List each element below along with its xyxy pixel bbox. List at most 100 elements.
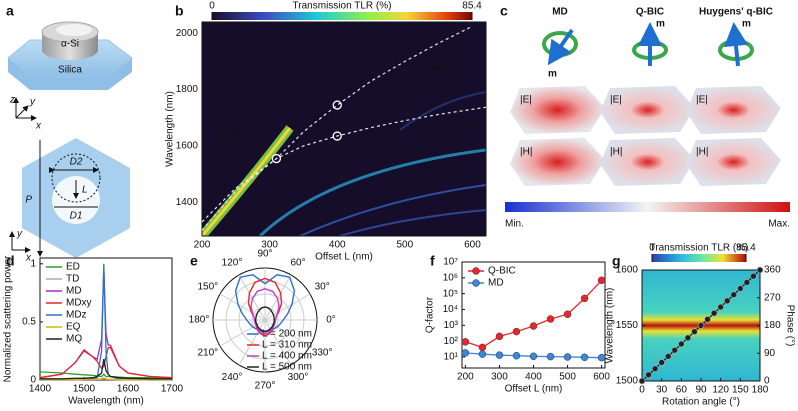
x-tick-label: 1500 [73,384,96,395]
field-map [510,138,605,186]
data-point [756,266,764,274]
pillar-cut [56,24,92,36]
data-point [580,294,589,303]
data-point [684,334,692,342]
resonance-band [339,209,486,236]
colorbar-label: Min. [505,219,524,230]
data-point [478,343,487,352]
y2-axis-label: Phase (°) [784,305,795,347]
curve-label: Q-BIC [420,65,448,76]
y2-tick-label: 180 [764,320,781,331]
x-tick-label: 200 [194,240,211,251]
y-tick-label: 0.5 [22,317,36,328]
angular-grid [238,274,266,321]
colorbar [212,12,472,20]
y-tick-label: 1600 [176,141,199,152]
y-tick-label: 10⁴ [443,304,458,315]
marked-point [332,100,342,110]
data-point [717,303,724,311]
axis-name: y [29,97,36,108]
marked-point [271,153,282,164]
data-point [704,316,711,323]
y-axis-label: Q-factor [425,296,436,333]
plot-frame [201,21,487,237]
data-point [691,328,698,335]
data-point [723,297,731,305]
x-tick-label: 600 [464,240,481,251]
colorbar-title: Transmission TLR (%) [293,1,392,12]
x-tick-label: 300 [261,240,278,251]
angle-label: 0° [326,315,336,326]
data-point [678,340,685,348]
angular-grid [219,319,266,347]
x-tick-label: 1400 [29,384,52,395]
legend-label: MD [488,278,504,289]
x-tick-label: 90 [695,385,707,396]
angular-grid [264,274,292,321]
legend-label: MD [66,286,82,297]
y-tick-label: 10⁵ [443,288,458,299]
legend-label: L = 310 nm [262,340,312,351]
series-line [40,378,172,381]
y2-tick-label: 270 [764,292,781,303]
heatmap-field [202,22,486,236]
angular-grid [264,293,311,321]
panel-label: g [612,253,621,269]
panel-a: a α-Si Silica z y x D2 L D1 P y x [6,3,133,264]
y-tick-label: 10² [444,336,459,347]
angular-grid [219,293,266,321]
axis-name: z [9,95,15,106]
field-map [510,86,605,134]
y-tick-label: 1 [30,258,36,269]
polar-line [254,306,276,333]
legend-label: MDxy [66,298,92,309]
angle-label: 150° [197,282,218,293]
data-point [461,349,470,357]
curve-label: MD [456,122,472,133]
moment-label: m [742,19,751,30]
data-point [512,327,521,336]
marked-point [332,131,342,141]
resonance-band [299,184,486,236]
y-axis-label: Wavelength (nm) [165,91,176,167]
polar-line [250,288,280,335]
data-point [697,322,705,329]
data-point [743,279,751,286]
dim-label: D2 [70,157,83,168]
data-point [461,338,470,346]
field-map [600,86,695,134]
legend-label: ED [66,262,80,273]
x-axis-label: Offset L (nm) [315,252,373,263]
angle-label: 270° [255,381,276,392]
panel-label: c [500,3,508,19]
angle-label: 180° [189,315,210,326]
angle-label: 120° [222,257,243,268]
data-point [737,285,744,292]
x-tick-label: 30 [656,385,668,396]
panel-label: b [175,3,184,19]
data-point [495,332,504,341]
data-point [597,276,606,285]
angle-label: 240° [222,372,243,383]
x-tick-label: 200 [457,372,474,383]
legend-marker [472,279,480,287]
colorbar-tick-label: 85.4 [736,243,756,254]
moment-label: m [656,19,665,30]
data-point [671,346,679,354]
annotation: effect [216,139,240,150]
angle-label: 30° [315,282,330,293]
y-tick-label: 1550 [616,320,639,331]
field-map [600,138,695,186]
mode-curve [202,106,486,223]
moment-arrow [547,28,574,66]
column-title: Huygens' q-BIC [699,7,773,18]
column: MD m |E| |H| [510,7,605,186]
data-point [597,353,606,362]
panel-label: d [6,253,15,269]
data-point [651,365,659,372]
field-map [686,86,781,134]
y2-tick-label: 90 [764,348,776,359]
x-tick-label: 120 [712,385,729,396]
series-line [465,279,603,349]
